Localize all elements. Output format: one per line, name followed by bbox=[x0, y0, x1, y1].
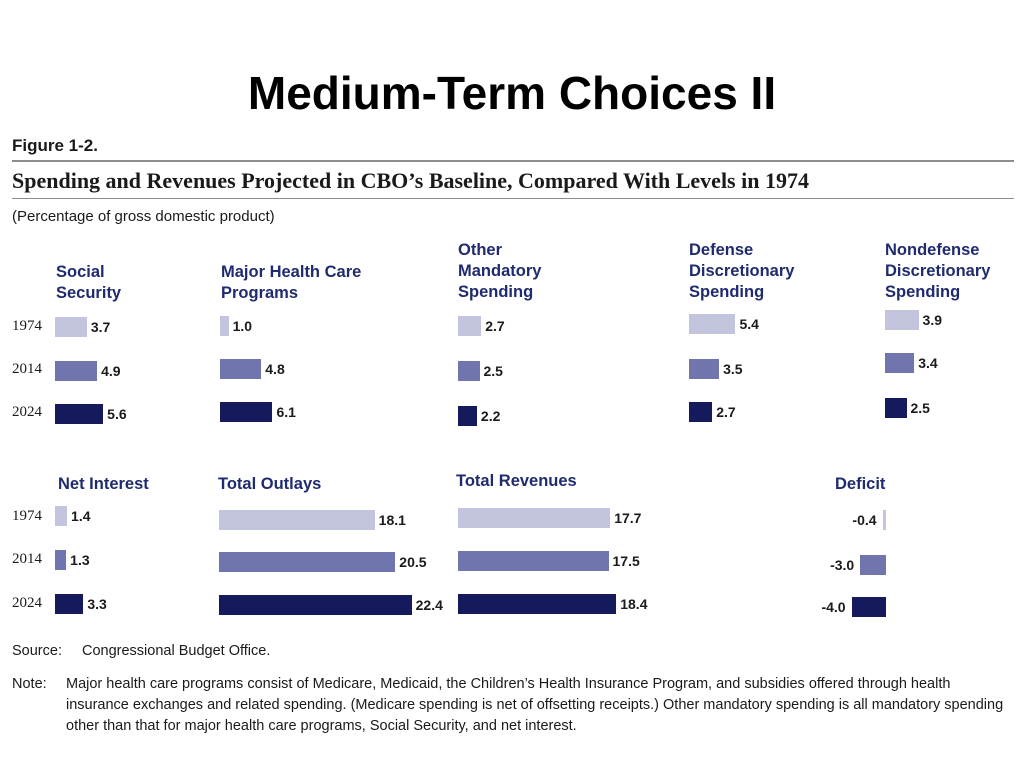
bar-net-interest-2014 bbox=[55, 550, 67, 570]
value-label-defense-discretionary-spending-1974: 5.4 bbox=[739, 316, 759, 332]
value-label-deficit-2014: -3.0 bbox=[830, 557, 855, 573]
bar-total-outlays-2024 bbox=[219, 595, 412, 615]
year-label-1974: 1974 bbox=[12, 318, 42, 334]
bar-defense-discretionary-spending-1974 bbox=[689, 314, 736, 334]
bar-total-outlays-2014 bbox=[219, 552, 396, 572]
bar-total-outlays-1974 bbox=[219, 510, 375, 530]
year-label-2014: 2014 bbox=[12, 361, 42, 377]
value-label-deficit-2024: -4.0 bbox=[821, 599, 846, 615]
bar-social-security-2024 bbox=[55, 404, 104, 424]
bar-total-revenues-1974 bbox=[458, 508, 611, 528]
bar-social-security-1974 bbox=[55, 317, 87, 337]
value-label-total-revenues-1974: 17.7 bbox=[614, 510, 642, 526]
figure-label: Figure 1-2. bbox=[12, 136, 98, 155]
bar-total-revenues-2014 bbox=[458, 551, 609, 571]
value-label-total-outlays-2024: 22.4 bbox=[415, 597, 443, 613]
value-label-total-revenues-2014: 17.5 bbox=[612, 553, 640, 569]
value-label-other-mandatory-spending-2024: 2.2 bbox=[480, 408, 501, 424]
note-key: Note: bbox=[12, 676, 47, 692]
panel-title-social-security: Social Security bbox=[56, 263, 122, 302]
value-label-major-health-care-programs-2024: 6.1 bbox=[276, 404, 296, 420]
value-label-defense-discretionary-spending-2024: 2.7 bbox=[716, 404, 736, 420]
bar-total-revenues-2024 bbox=[458, 594, 617, 614]
panel-title-nondefense-discretionary-spending: Nondefense Discretionary Spending bbox=[885, 241, 991, 301]
year-label-2024: 2024 bbox=[12, 595, 42, 611]
value-label-major-health-care-programs-2014: 4.8 bbox=[265, 361, 285, 377]
bar-net-interest-2024 bbox=[55, 594, 84, 614]
value-label-nondefense-discretionary-spending-1974: 3.9 bbox=[922, 312, 942, 328]
panel-title-major-health-care-programs: Major Health Care Programs bbox=[221, 263, 362, 302]
slide-title: Medium-Term Choices II bbox=[247, 67, 777, 119]
panel-title-total-outlays: Total Outlays bbox=[218, 475, 322, 493]
panel-title-total-revenues: Total Revenues bbox=[456, 472, 577, 490]
bar-social-security-2014 bbox=[55, 361, 98, 381]
note-text: Major health care programs consist of Me… bbox=[66, 676, 1004, 734]
bar-nondefense-discretionary-spending-2024 bbox=[885, 398, 907, 418]
bar-nondefense-discretionary-spending-1974 bbox=[885, 310, 919, 330]
bar-major-health-care-programs-2014 bbox=[220, 359, 262, 379]
figure-top-rule bbox=[12, 160, 1014, 162]
value-label-major-health-care-programs-1974: 1.0 bbox=[232, 318, 253, 334]
bar-other-mandatory-spending-1974 bbox=[458, 316, 482, 336]
panel-title-deficit: Deficit bbox=[835, 475, 886, 493]
source-text: Congressional Budget Office. bbox=[82, 643, 271, 659]
value-label-net-interest-1974: 1.4 bbox=[71, 508, 91, 524]
panel-title-net-interest: Net Interest bbox=[58, 475, 149, 493]
value-label-nondefense-discretionary-spending-2014: 3.4 bbox=[918, 355, 938, 371]
value-label-other-mandatory-spending-2014: 2.5 bbox=[483, 363, 503, 379]
year-label-2024: 2024 bbox=[12, 404, 42, 420]
bar-defense-discretionary-spending-2024 bbox=[689, 402, 713, 422]
source-line: Source: Congressional Budget Office. bbox=[12, 643, 270, 659]
value-label-net-interest-2014: 1.3 bbox=[70, 552, 90, 568]
bar-deficit-1974 bbox=[882, 510, 886, 530]
year-label-1974: 1974 bbox=[12, 508, 42, 524]
value-label-total-outlays-1974: 18.1 bbox=[378, 512, 406, 528]
source-key: Source: bbox=[12, 643, 62, 659]
value-label-social-security-2024: 5.6 bbox=[107, 406, 127, 422]
bar-major-health-care-programs-2024 bbox=[220, 402, 273, 422]
panel-title-other-mandatory-spending: Other Mandatory Spending bbox=[458, 241, 542, 301]
value-label-total-outlays-2014: 20.5 bbox=[399, 554, 427, 570]
bar-nondefense-discretionary-spending-2014 bbox=[885, 353, 915, 373]
figure-title-rule bbox=[12, 198, 1014, 199]
panel-title-defense-discretionary-spending: Defense Discretionary Spending bbox=[689, 241, 795, 301]
value-label-net-interest-2024: 3.3 bbox=[87, 596, 107, 612]
unit-note: (Percentage of gross domestic product) bbox=[12, 208, 275, 225]
value-label-deficit-1974: -0.4 bbox=[852, 512, 877, 528]
value-label-other-mandatory-spending-1974: 2.7 bbox=[485, 318, 505, 334]
bar-defense-discretionary-spending-2014 bbox=[689, 359, 720, 379]
bar-deficit-2014 bbox=[860, 555, 886, 575]
bar-other-mandatory-spending-2024 bbox=[458, 406, 477, 426]
value-label-total-revenues-2024: 18.4 bbox=[620, 596, 648, 612]
bar-net-interest-1974 bbox=[55, 506, 68, 526]
value-label-defense-discretionary-spending-2014: 3.5 bbox=[723, 361, 743, 377]
value-label-social-security-1974: 3.7 bbox=[90, 319, 111, 335]
bar-major-health-care-programs-1974 bbox=[220, 316, 229, 336]
bar-deficit-2024 bbox=[851, 597, 886, 617]
bar-other-mandatory-spending-2014 bbox=[458, 361, 480, 381]
value-label-nondefense-discretionary-spending-2024: 2.5 bbox=[910, 400, 930, 416]
note-block: Note: Major health care programs consist… bbox=[12, 674, 1012, 737]
year-label-2014: 2014 bbox=[12, 551, 42, 567]
figure-title: Spending and Revenues Projected in CBO’s… bbox=[12, 168, 809, 193]
value-label-social-security-2014: 4.9 bbox=[101, 363, 121, 379]
